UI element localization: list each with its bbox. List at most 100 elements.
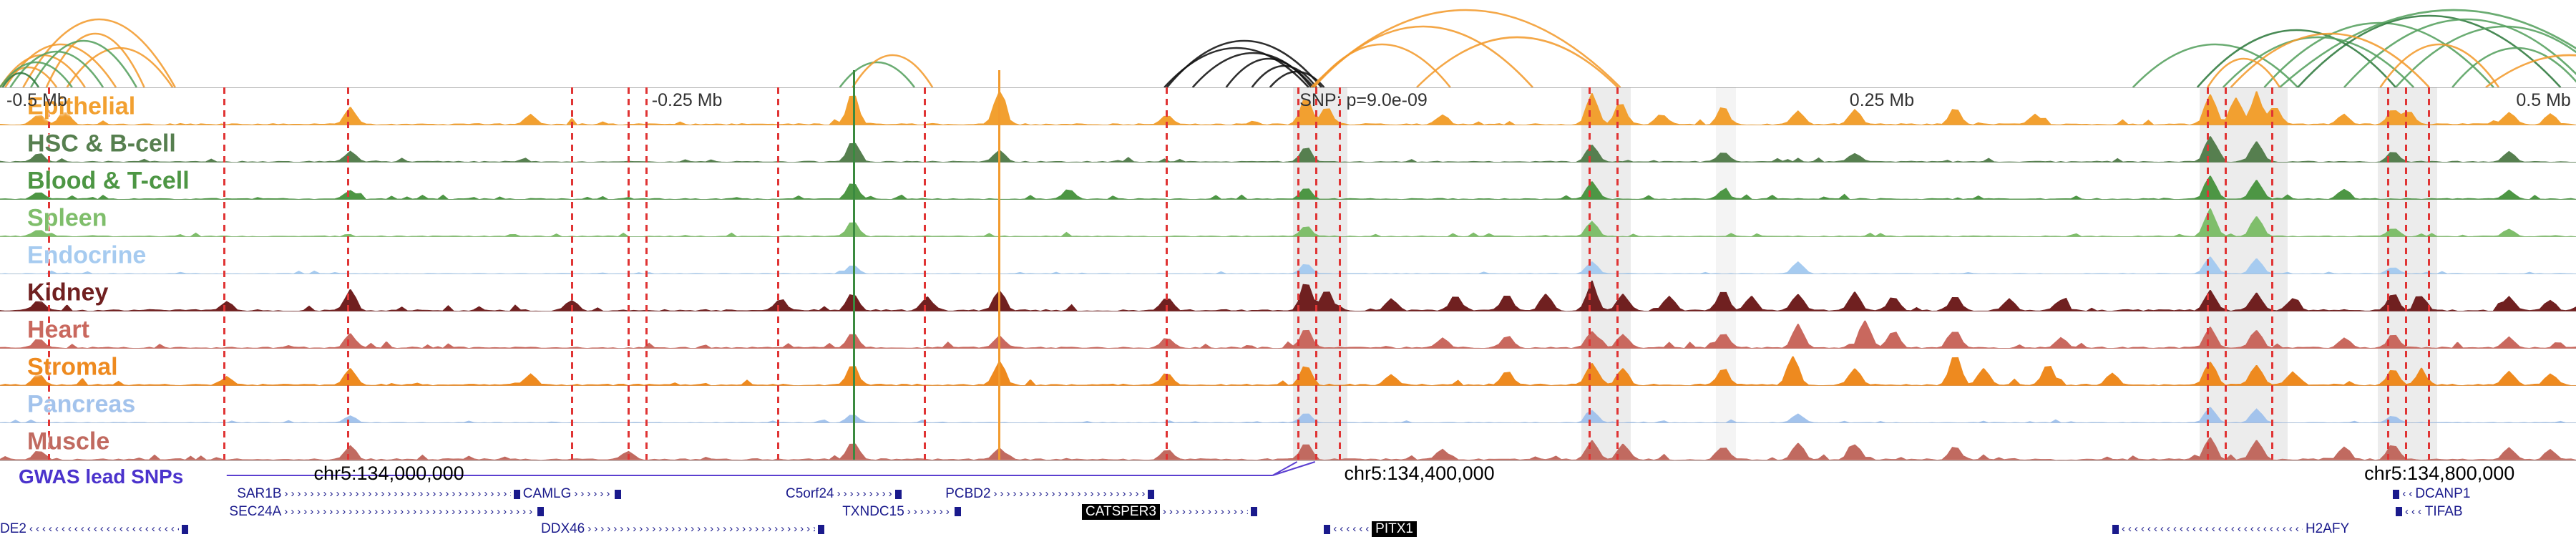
marker-line [852,70,855,460]
gene-exon-block [181,524,188,534]
gene-label: PCBD2 [945,486,991,501]
gene-c5orf24[interactable]: C5orf24›››››››››››››››››››››››››››››››››… [786,485,902,503]
gene-strand-arrows: ››››››››››››››››››››››››››››››››››››››››… [284,505,535,518]
gene-strand-arrows: ››››››››››››››››››››››››››››››››››››››››… [836,488,892,500]
interaction-arc [2132,43,2299,87]
signal-plot [0,208,2576,237]
interaction-arc [2485,54,2576,87]
gene-row: DE2‹‹‹‹‹‹‹‹‹‹‹‹‹‹‹‹‹‹‹‹‹‹‹‹‹‹‹‹‹‹‹‹‹‹‹‹‹… [0,521,2576,537]
track-row-kidney[interactable]: Kidney [0,274,2576,311]
gene-dcanp1[interactable]: ‹‹‹‹‹‹‹‹‹‹‹‹‹‹‹‹‹‹‹‹‹‹‹‹‹‹‹‹‹‹‹‹‹‹‹‹‹‹‹‹… [2393,485,2470,503]
gene-exon-block [2396,507,2402,516]
track-label: Kidney [27,279,109,306]
gwas-row: GWAS lead SNPs chr5:134,000,000 chr5:134,… [0,460,2576,488]
snp-dashed-line [2270,87,2273,460]
gene-exon-block [1250,507,1257,516]
gene-pitx1[interactable]: ‹‹‹‹‹‹‹‹‹‹‹‹‹‹‹‹‹‹‹‹‹‹‹‹‹‹‹‹‹‹‹‹‹‹‹‹‹‹‹‹… [1324,521,1417,537]
interaction-arc [2451,47,2576,87]
coordinate-label: chr5:134,800,000 [2364,463,2515,484]
gene-catsper3[interactable]: CATSPER3››››››››››››››››››››››››››››››››… [1082,503,1257,521]
ruler-label: 0.5 Mb [2516,90,2571,110]
track-label: Pancreas [27,390,136,418]
ruler-label: -0.25 Mb [651,90,723,110]
gene-txndc15[interactable]: TXNDC15›››››››››››››››››››››››››››››››››… [842,503,961,521]
interaction-arc [0,61,73,87]
signal-plot [0,136,2576,163]
gene-camlg[interactable]: CAMLG›››››››››››››››››››››››››››››››››››… [523,485,621,503]
snp-dashed-line [923,87,926,460]
interaction-arc [1,72,40,87]
signal-plot [0,407,2576,423]
ruler-label: -0.5 Mb [6,90,67,110]
track-label: Blood & T-cell [27,167,190,195]
track-row-pancreas[interactable]: Pancreas [0,385,2576,423]
signal-plot [0,256,2576,274]
gene-de2[interactable]: DE2‹‹‹‹‹‹‹‹‹‹‹‹‹‹‹‹‹‹‹‹‹‹‹‹‹‹‹‹‹‹‹‹‹‹‹‹‹… [0,521,188,537]
interaction-arc [22,18,176,87]
snp-dashed-line [627,87,630,460]
gene-pcbd2[interactable]: PCBD2›››››››››››››››››››››››››››››››››››… [945,485,1154,503]
interaction-arc [66,47,174,87]
gene-annotation-area: SAR1B ›››››››››››››››››››››››››››››››››››… [0,485,2576,537]
gene-label: SAR1B [237,486,282,501]
gwas-connector-line [226,461,1316,476]
signal-plot [0,175,2576,200]
ruler-label: 0.25 Mb [1849,90,1915,110]
gene-label: C5orf24 [786,486,834,501]
gene-ddx46[interactable]: DDX46 ›››››››››››››››››››››››››››››››››››… [541,521,824,537]
track-row-muscle[interactable]: Muscle [0,422,2576,461]
gene-row: SAR1B ›››››››››››››››››››››››››››››››››››… [0,485,2576,503]
gene-strand-arrows: ››››››››››››››››››››››››››››››››››››››››… [1162,505,1248,518]
track-row-endocrine[interactable]: Endocrine [0,236,2576,274]
gene-strand-arrows: ‹‹‹‹‹‹‹‹‹‹‹‹‹‹‹‹‹‹‹‹‹‹‹‹‹‹‹‹‹‹‹‹‹‹‹‹‹‹‹‹… [29,523,179,535]
gene-exon-block [818,524,824,534]
snp-dashed-line [570,87,573,460]
gene-tifab[interactable]: ‹‹‹‹‹‹‹‹‹‹‹‹‹‹‹‹‹‹‹‹‹‹‹‹‹‹‹‹‹‹‹‹‹‹‹‹‹‹‹‹… [2396,503,2463,521]
coordinate-label: chr5:134,000,000 [313,463,464,484]
interaction-arc [30,39,137,87]
gene-strand-arrows: ››››››››››››››››››››››››››››››››››››››››… [574,488,611,500]
gene-exon-block [1147,489,1154,499]
interaction-arc [2222,36,2415,87]
gene-label: SEC24A [229,503,282,519]
track-row-blood-t-cell[interactable]: Blood & T-cell [0,162,2576,200]
signal-plot [0,91,2576,125]
gene-label: DCANP1 [2415,486,2471,501]
gene-strand-arrows: ‹‹‹‹‹‹‹‹‹‹‹‹‹‹‹‹‹‹‹‹‹‹‹‹‹‹‹‹‹‹‹‹‹‹‹‹‹‹‹‹… [2122,523,2303,535]
ruler-label: SNP: p=9.0e-09 [1299,90,1428,110]
snp-dashed-line [346,87,349,460]
interaction-arc [2230,32,2430,87]
snp-dashed-line [776,87,779,460]
gene-exon-block [614,489,621,499]
snp-dashed-line [2404,87,2407,460]
snp-dashed-line [223,87,225,460]
snp-dashed-line [2428,87,2431,460]
snp-dashed-line [47,87,50,460]
track-row-hsc-b-cell[interactable]: HSC & B-cell [0,125,2576,163]
gene-exon-block [1324,524,1331,534]
gene-sar1b[interactable]: SAR1B ›››››››››››››››››››››››››››››››››››… [237,485,521,503]
track-label: HSC & B-cell [27,130,176,158]
signal-plot [0,437,2576,460]
gene-label: H2AFY [2305,521,2350,536]
track-row-heart[interactable]: Heart [0,311,2576,349]
marker-line [998,70,1001,460]
interaction-arc [2395,25,2576,87]
track-row-spleen[interactable]: Spleen [0,199,2576,237]
track-row-epithelial[interactable]: Epithelial [0,87,2576,125]
interaction-arc [852,54,934,87]
track-label: Spleen [27,204,107,232]
snp-dashed-line [1588,87,1591,460]
track-label: Stromal [27,353,118,381]
gene-label: DDX46 [541,521,585,536]
gene-sec24a[interactable]: SEC24A ››››››››››››››››››››››››››››››››››… [229,503,544,521]
track-row-stromal[interactable]: Stromal [0,348,2576,386]
gene-strand-arrows: ‹‹‹‹‹‹‹‹‹‹‹‹‹‹‹‹‹‹‹‹‹‹‹‹‹‹‹‹‹‹‹‹‹‹‹‹‹‹‹‹… [1333,523,1369,535]
coordinate-label: chr5:134,400,000 [1344,463,1495,484]
gene-strand-arrows: ››››››››››››››››››››››››››››››››››››››››… [284,488,512,500]
gene-exon-block [514,489,521,499]
gene-strand-arrows: ‹‹‹‹‹‹‹‹‹‹‹‹‹‹‹‹‹‹‹‹‹‹‹‹‹‹‹‹‹‹‹‹‹‹‹‹‹‹‹‹… [2402,488,2412,500]
interaction-arc [2279,9,2576,87]
gene-h2afy[interactable]: ‹‹‹‹‹‹‹‹‹‹‹‹‹‹‹‹‹‹‹‹‹‹‹‹‹‹‹‹‹‹‹‹‹‹‹‹‹‹‹‹… [2112,521,2349,537]
gene-label: CAMLG [522,486,572,501]
